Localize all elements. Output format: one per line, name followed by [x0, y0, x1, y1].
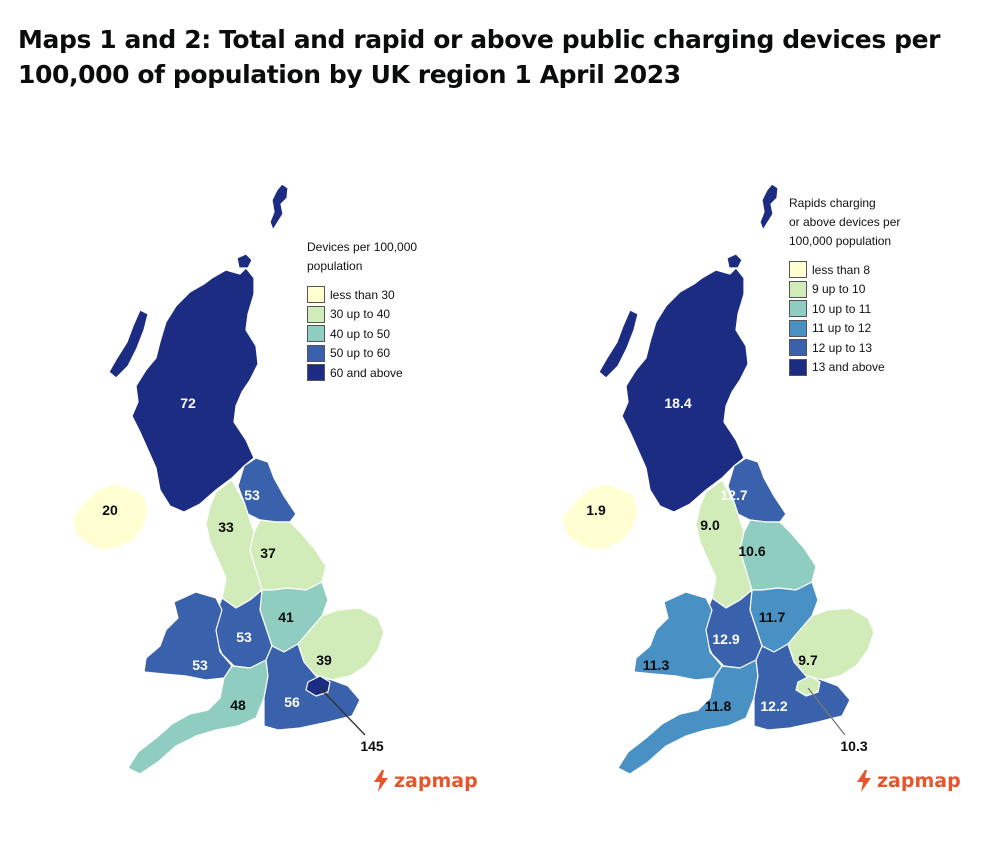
region-value-south-west: 48 [230, 697, 246, 713]
uk-region-map: 72 20 53 33 37 41 53 53 39 48 56 145 [71, 183, 385, 775]
legend-swatch [307, 325, 325, 343]
legend-item: 10 up to 11 [789, 299, 900, 319]
region-hebrides [598, 309, 639, 379]
london-leader-line [319, 687, 366, 736]
region-wales[interactable] [633, 591, 723, 681]
map-rapid-devices: 18.4 1.9 12.7 9.0 10.6 11.7 12.9 11.3 9.… [500, 170, 980, 810]
legend-swatch [307, 344, 325, 362]
legend-items: less than 8 9 up to 10 10 up to 11 11 up to… [789, 260, 900, 377]
legend-swatch [789, 280, 807, 298]
legend-label: 9 up to 10 [812, 282, 866, 297]
region-value-north-east: 53 [244, 487, 260, 503]
region-value-west-midlands: 53 [236, 629, 252, 645]
region-value-west-midlands: 12.9 [712, 631, 739, 647]
region-scotland[interactable] [131, 267, 259, 513]
map-total-devices: 72 20 53 33 37 41 53 53 39 48 56 145 Dev… [10, 170, 490, 810]
legend-swatch [789, 300, 807, 318]
region-value-north-east: 12.7 [720, 487, 747, 503]
legend-swatch [789, 358, 807, 376]
legend-item: 60 and above [307, 363, 417, 383]
legend-item: 9 up to 10 [789, 280, 900, 300]
region-value-northern-ireland: 20 [102, 502, 118, 518]
page-title: Maps 1 and 2: Total and rapid or above p… [18, 25, 941, 89]
legend-items: less than 30 30 up to 40 40 up to 50 50 up … [307, 285, 417, 383]
legend-item: 40 up to 50 [307, 324, 417, 344]
lightning-bolt-icon [857, 770, 871, 792]
region-value-east-midlands: 11.7 [759, 609, 786, 625]
legend-label: 60 and above [330, 365, 403, 380]
legend-label: 12 up to 13 [812, 340, 873, 355]
london-leader-line [807, 687, 846, 736]
zapmap-logo: zapmap [855, 770, 961, 792]
region-shetland [269, 183, 289, 231]
region-orkney [236, 253, 253, 269]
legend-swatch [789, 319, 807, 337]
region-value-south-west: 11.8 [705, 698, 732, 714]
region-value-north-west: 33 [218, 519, 234, 535]
region-value-yorkshire: 10.6 [738, 543, 765, 559]
region-scotland[interactable] [621, 267, 749, 513]
legend: Rapids charging or above devices per 100… [789, 194, 900, 377]
legend-item: 50 up to 60 [307, 344, 417, 364]
brand-name: zapmap [877, 770, 961, 792]
region-shetland [759, 183, 779, 231]
uk-region-map: 18.4 1.9 12.7 9.0 10.6 11.7 12.9 11.3 9.… [561, 183, 875, 775]
legend-label: 40 up to 50 [330, 326, 391, 341]
legend-item: 30 up to 40 [307, 305, 417, 325]
region-value-wales: 11.3 [643, 657, 670, 673]
region-value-east: 9.7 [798, 652, 818, 668]
region-value-east: 39 [316, 652, 332, 668]
legend-label: less than 8 [812, 262, 871, 277]
legend: Devices per 100,000 population less than… [307, 238, 417, 383]
legend-swatch [789, 339, 807, 357]
legend-label: 13 and above [812, 360, 885, 375]
legend-label: 30 up to 40 [330, 307, 391, 322]
legend-title: Devices per 100,000 population [307, 240, 418, 273]
region-value-london: 145 [360, 738, 384, 754]
region-value-scotland: 18.4 [664, 395, 691, 411]
legend-label: 50 up to 60 [330, 346, 391, 361]
region-hebrides [108, 309, 149, 379]
legend-label: 10 up to 11 [812, 301, 872, 316]
region-value-north-west: 9.0 [700, 517, 720, 533]
region-value-london: 10.3 [840, 738, 867, 754]
region-london[interactable] [305, 675, 331, 697]
legend-item: 13 and above [789, 358, 900, 378]
region-wales[interactable] [143, 591, 233, 681]
legend-title: Rapids charging or above devices per 100… [789, 196, 901, 248]
legend-swatch [307, 364, 325, 382]
legend-label: 11 up to 12 [812, 321, 872, 336]
region-value-northern-ireland: 1.9 [586, 502, 606, 518]
legend-item: less than 8 [789, 260, 900, 280]
legend-swatch [307, 305, 325, 323]
legend-swatch [307, 286, 325, 304]
legend-item: less than 30 [307, 285, 417, 305]
legend-item: 12 up to 13 [789, 338, 900, 358]
region-orkney [726, 253, 743, 269]
region-value-wales: 53 [192, 657, 208, 673]
region-london[interactable] [795, 675, 821, 697]
region-value-east-midlands: 41 [278, 609, 294, 625]
legend-label: less than 30 [330, 287, 395, 302]
brand-name: zapmap [394, 770, 478, 792]
zapmap-logo: zapmap [372, 770, 478, 792]
region-northern-ireland[interactable] [561, 483, 639, 551]
region-northern-ireland[interactable] [71, 483, 149, 551]
region-value-yorkshire: 37 [260, 545, 276, 561]
lightning-bolt-icon [374, 770, 388, 792]
region-value-south-east: 12.2 [760, 698, 787, 714]
legend-swatch [789, 261, 807, 279]
legend-item: 11 up to 12 [789, 319, 900, 339]
region-value-south-east: 56 [284, 694, 300, 710]
region-value-scotland: 72 [180, 395, 196, 411]
